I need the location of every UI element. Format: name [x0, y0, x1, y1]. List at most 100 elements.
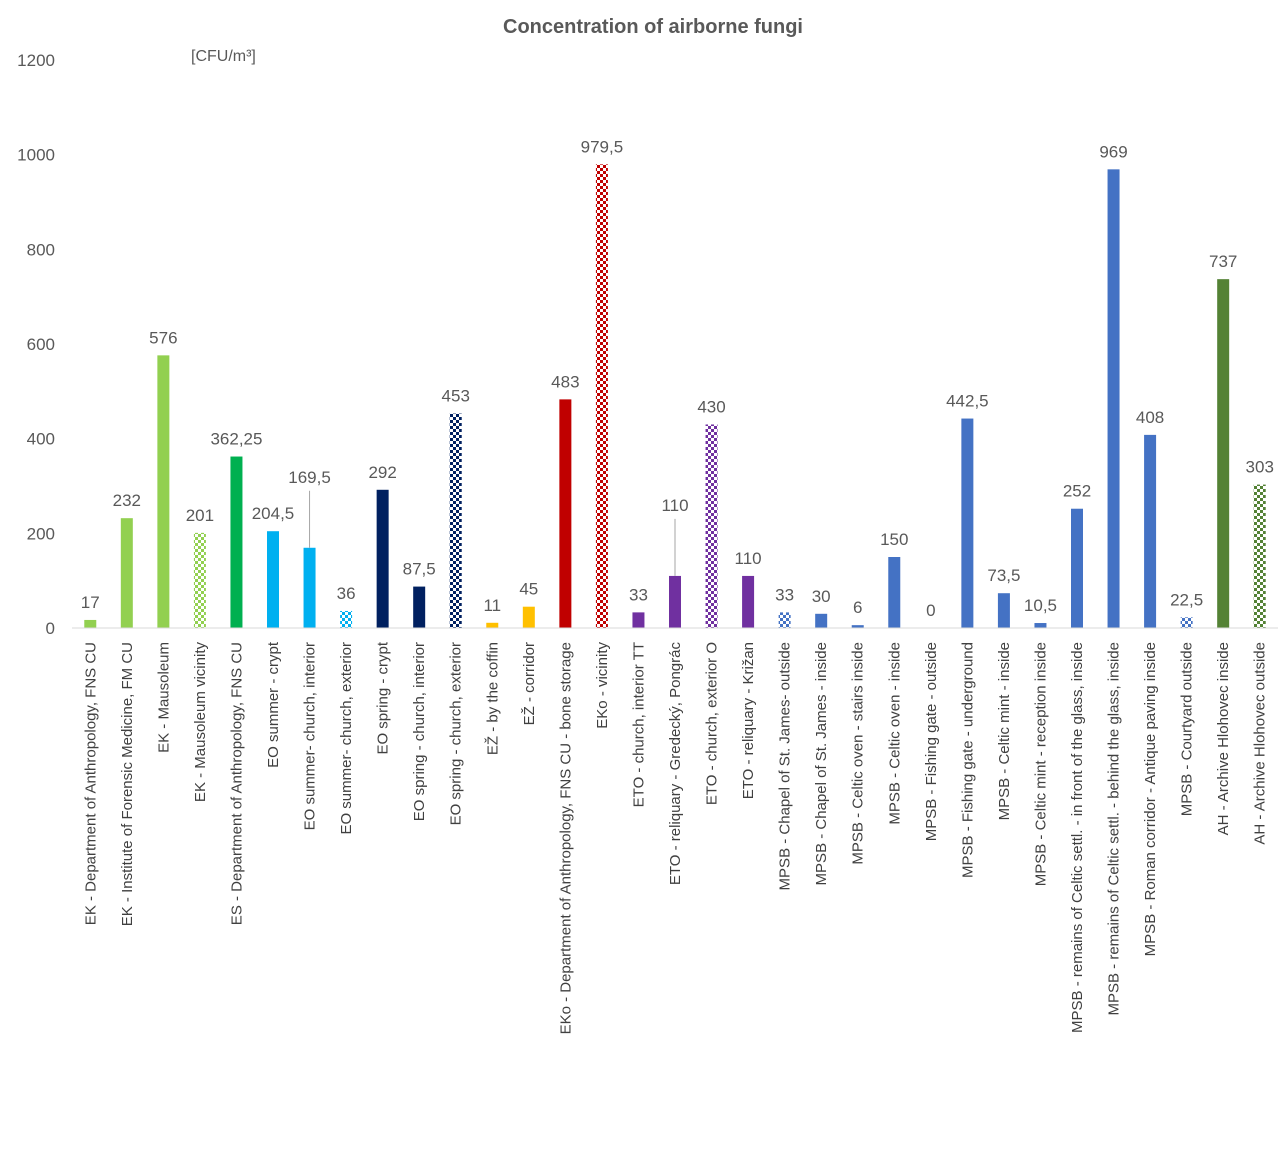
y-tick-label: 400	[27, 430, 55, 449]
bar	[1034, 623, 1047, 628]
x-tick-label: AH - Archive Hlohovec outside	[1252, 642, 1269, 845]
bar	[522, 606, 535, 628]
bar	[632, 612, 645, 628]
data-label: 45	[519, 580, 538, 599]
x-tick-label: ETO - church, exterior O	[704, 642, 721, 805]
bar	[157, 355, 170, 628]
bar	[595, 164, 608, 628]
bar	[1180, 617, 1193, 628]
bar	[742, 575, 755, 628]
x-tick-label: EO spring - church, exterior	[448, 642, 465, 825]
data-label: 6	[853, 598, 862, 617]
bar	[1107, 169, 1120, 628]
data-label: 36	[337, 584, 356, 603]
data-label: 483	[551, 372, 579, 391]
bar	[413, 586, 426, 628]
data-label: 10,5	[1024, 596, 1057, 615]
bar	[1071, 508, 1083, 628]
data-label: 110	[735, 549, 762, 568]
x-tick-label: EO summer - crypt	[265, 641, 282, 768]
data-label: 362,25	[210, 430, 262, 449]
bar	[340, 610, 353, 628]
x-tick-label: MPSB - remains of Celtic settl. - in fro…	[1069, 642, 1086, 1033]
bar	[669, 575, 681, 628]
x-tick-label: EO spring - church, interior	[411, 642, 428, 821]
y-tick-label: 1200	[17, 51, 55, 70]
data-label: 33	[629, 585, 648, 604]
x-tick-label: EKo - Department of Anthropology, FNS CU…	[557, 642, 574, 1034]
data-labels: 17 232 576 201 362,25 204,5 169,5 36 292 87,5 453 1…	[81, 137, 1274, 620]
x-tick-label: MPSB - Celtic oven - stairs inside	[850, 642, 867, 865]
data-label: 73,5	[987, 566, 1020, 585]
data-label: 201	[186, 506, 214, 525]
bar	[778, 612, 791, 628]
bar	[376, 489, 389, 628]
x-tick-label: EK - Mausoleum vicinity	[192, 642, 209, 803]
bar	[267, 531, 279, 628]
x-axis-labels: EK - Department of Anthropology, FNS CU E…	[82, 641, 1268, 1034]
y-tick-label: 0	[46, 619, 55, 638]
x-tick-label: EO spring - crypt	[375, 641, 392, 754]
data-label: 11	[483, 596, 501, 615]
data-label: 969	[1099, 142, 1127, 161]
bar	[449, 413, 462, 628]
chart-title: Concentration of airborne fungi	[503, 16, 803, 38]
x-tick-label: MPSB - Celtic mint - reception inside	[1032, 642, 1049, 886]
bar-series	[84, 164, 1266, 628]
data-label: 204,5	[252, 504, 295, 523]
bar	[1253, 484, 1266, 628]
x-tick-label: MPSB - Celtic mint - inside	[996, 642, 1013, 820]
x-tick-label: MPSB - Celtic oven - inside	[886, 642, 903, 825]
data-label: 87,5	[403, 560, 436, 579]
x-tick-label: ETO - reliquary - Križan	[740, 642, 757, 799]
data-label: 22,5	[1170, 590, 1203, 609]
data-label: 150	[880, 530, 908, 549]
data-label: 430	[697, 397, 725, 416]
x-tick-label: EK - Mausoleum	[155, 642, 172, 753]
bar	[705, 424, 718, 628]
data-label: 30	[812, 587, 831, 606]
bar	[888, 557, 901, 628]
bar	[84, 619, 97, 628]
data-label: 408	[1136, 408, 1164, 427]
data-label: 252	[1063, 482, 1091, 501]
bar	[230, 456, 243, 628]
x-tick-label: ETO - church, interior TT	[630, 642, 647, 807]
bar	[486, 622, 499, 628]
data-label: 17	[81, 593, 100, 612]
bar	[961, 418, 974, 628]
y-axis: 0 200 400 600 800 1000 1200	[17, 51, 55, 638]
data-label: 737	[1209, 252, 1237, 271]
x-tick-label: EO summer- church, exterior	[338, 642, 355, 835]
data-label: 453	[442, 387, 470, 406]
data-label: 576	[149, 328, 177, 347]
x-tick-label: MPSB - Chapel of St. James- outside	[777, 642, 794, 890]
y-tick-label: 800	[27, 240, 55, 259]
bar	[815, 613, 828, 628]
x-tick-label: MPSB - Fishing gate - underground	[959, 642, 976, 878]
bar	[1217, 279, 1230, 628]
x-tick-label: EK - Institute of Forensic Medicine, FM …	[119, 642, 136, 926]
x-tick-label: EK - Department of Anthropology, FNS CU	[82, 642, 99, 925]
data-label: 442,5	[946, 392, 989, 411]
data-label: 33	[775, 585, 794, 604]
x-tick-label: MPSB - Fishing gate - outside	[923, 642, 940, 841]
bar	[303, 547, 316, 628]
bar	[559, 399, 572, 628]
x-tick-label: ETO - reliquary - Gredecký, Pongrác	[667, 642, 684, 886]
x-tick-label: MPSB - remains of Celtic settl. - behind…	[1106, 642, 1123, 1016]
unit-label: [CFU/m³]	[191, 48, 256, 65]
data-label: 292	[368, 463, 396, 482]
data-label: 110	[661, 496, 688, 515]
bar	[851, 625, 864, 628]
bar	[120, 518, 133, 628]
x-tick-label: EKo - vicinity	[594, 642, 611, 729]
x-tick-label: MPSB - Courtyard outside	[1179, 642, 1196, 816]
bar	[997, 593, 1010, 628]
data-label: 303	[1246, 458, 1274, 477]
bar	[1144, 434, 1157, 628]
x-tick-label: EO summer- church, interior	[302, 642, 319, 830]
x-tick-label: MPSB - Roman corridor - Antique paving i…	[1142, 642, 1159, 956]
